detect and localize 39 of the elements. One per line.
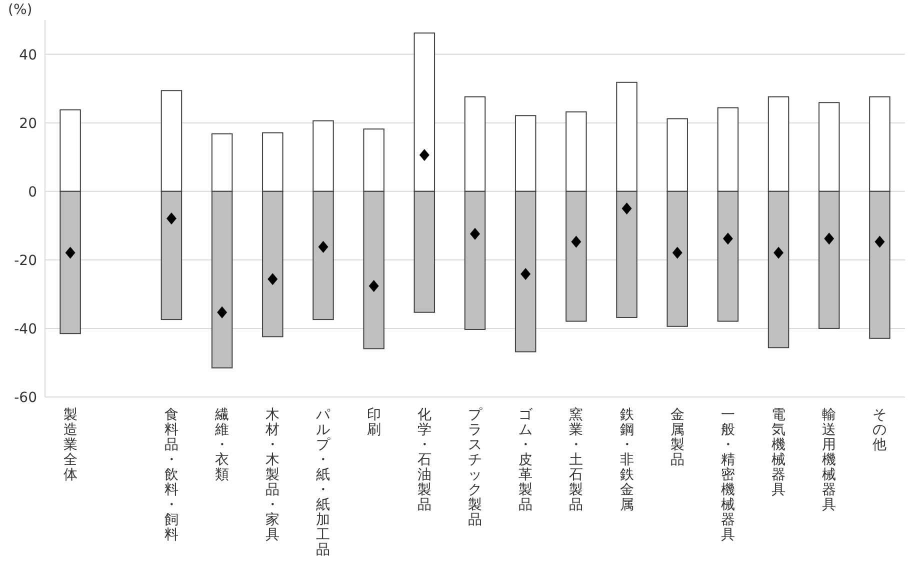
x-tick-label: 化学・石油製品 — [417, 407, 432, 513]
y-tick-label: -60 — [14, 390, 37, 406]
point — [672, 246, 682, 259]
point — [318, 240, 328, 253]
x-tick-label: 窯業・土石製品 — [569, 407, 584, 513]
point — [166, 212, 176, 224]
x-tick-label: 輸送用機械器具 — [822, 407, 836, 513]
point — [571, 236, 582, 248]
point — [722, 232, 733, 245]
y-tick-label: 40 — [19, 47, 37, 64]
point — [470, 228, 480, 240]
x-tick-label: ゴム・皮革製品 — [518, 407, 534, 513]
y-axis-title: (%) — [8, 2, 32, 18]
x-tick-label: 繊維・衣類 — [214, 407, 230, 483]
x-tick-label: プラスチック製品 — [468, 407, 483, 528]
x-tick-label: 金属製品 — [670, 407, 684, 468]
y-tick-label: 0 — [28, 184, 37, 200]
category-label: 一般・精密機械器具 — [720, 407, 735, 543]
category-label: 食料品・飲料・飼料 — [164, 407, 178, 543]
point — [65, 246, 76, 259]
point — [217, 306, 228, 318]
point — [368, 280, 379, 292]
point — [774, 246, 784, 259]
x-tick-label: 電気機械器具 — [772, 407, 786, 498]
point — [824, 232, 834, 245]
x-tick-label: 製造業全体 — [63, 407, 78, 483]
y-tick-label: -40 — [14, 321, 37, 338]
category-label: 木材・木製品・家具 — [266, 407, 280, 543]
x-tick-label: 印刷 — [366, 407, 381, 438]
y-tick-label: 20 — [19, 116, 37, 132]
point — [268, 273, 278, 286]
y-tick-label: -20 — [14, 252, 37, 269]
point — [874, 236, 885, 248]
x-tick-label: 鉄鋼・非鉄金属 — [620, 407, 634, 513]
point — [520, 268, 531, 280]
point — [622, 202, 632, 214]
point — [419, 149, 430, 162]
x-tick-label: その他 — [872, 407, 887, 453]
category-label: パルプ・紙・紙加工品 — [316, 407, 330, 558]
